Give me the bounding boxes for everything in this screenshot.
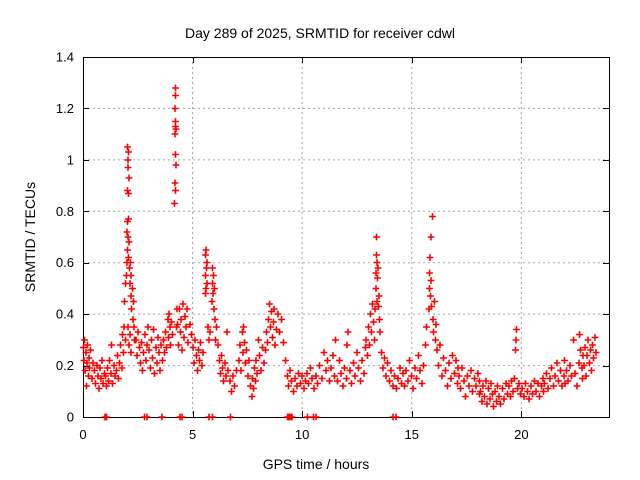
y-tick-label: 0 <box>67 410 74 425</box>
x-tick-label: 5 <box>189 427 196 442</box>
y-tick-label: 0.8 <box>56 204 74 219</box>
x-tick-label: 20 <box>514 427 528 442</box>
x-axis-label: GPS time / hours <box>262 456 370 472</box>
x-tick-label: 15 <box>405 427 419 442</box>
x-tick-label: 10 <box>295 427 309 442</box>
chart-title: Day 289 of 2025, SRMTID for receiver cdw… <box>185 25 455 41</box>
data-points <box>80 84 600 421</box>
y-tick-label: 0.2 <box>56 358 74 373</box>
y-tick-label: 0.6 <box>56 255 74 270</box>
y-tick-label: 0.4 <box>56 307 74 322</box>
plot-frame <box>83 57 610 418</box>
y-tick-label: 1 <box>67 152 74 167</box>
y-tick-label: 1.2 <box>56 101 74 116</box>
x-tick-label: 0 <box>79 427 86 442</box>
y-tick-label: 1.4 <box>56 50 74 65</box>
